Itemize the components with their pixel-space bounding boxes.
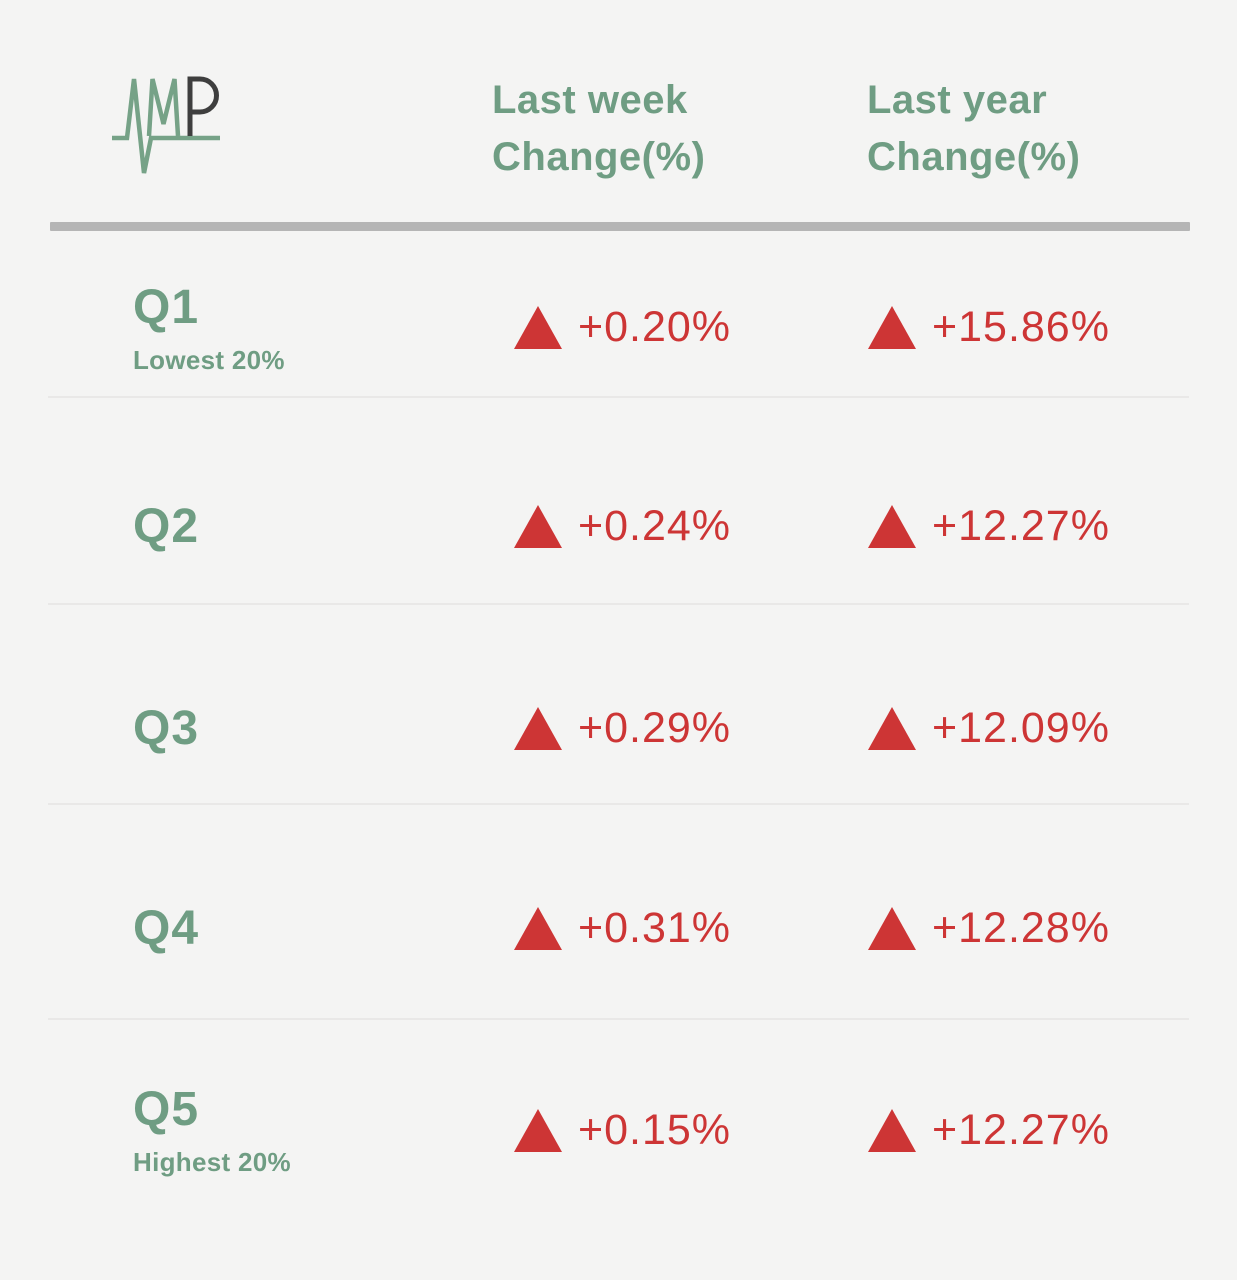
up-triangle-icon — [514, 1108, 562, 1152]
column-header-last-year: Last year Change(%) — [867, 72, 1080, 186]
header-separator-bar — [50, 222, 1190, 231]
year-change-cell: +12.28% — [818, 904, 1237, 953]
quintile-cell: Q5 Highest 20% — [0, 1082, 450, 1178]
column-header-line: Change(%) — [492, 135, 706, 180]
column-header-line: Last week — [492, 78, 688, 122]
year-change-value: +12.28% — [932, 904, 1110, 952]
week-change-cell: +0.31% — [450, 904, 818, 953]
pulse-line-icon — [112, 78, 220, 174]
table-row: Q2 +0.24% +12.27% — [0, 398, 1237, 603]
quintile-label: Q5 — [133, 1083, 200, 1136]
up-triangle-icon — [868, 505, 916, 548]
up-triangle-icon — [514, 505, 562, 548]
quintile-label: Q1 — [133, 280, 200, 334]
week-change-cell: +0.15% — [450, 1106, 818, 1155]
quintile-label: Q3 — [133, 701, 200, 755]
up-triangle-icon — [868, 907, 916, 950]
table-row: Q3 +0.29% +12.09% — [0, 605, 1237, 803]
year-change-value: +12.27% — [932, 502, 1110, 550]
year-change-value: +12.27% — [932, 1105, 1110, 1154]
week-change-value: +0.24% — [578, 502, 732, 550]
year-change-cell: +12.27% — [818, 502, 1237, 551]
up-triangle-icon — [514, 706, 562, 750]
column-header-last-week: Last week Change(%) — [492, 72, 705, 186]
up-triangle-icon — [514, 907, 562, 950]
table-row: Q4 +0.31% +12.28% — [0, 805, 1237, 1018]
quintile-label: Q4 — [133, 902, 200, 955]
quintile-cell: Q3 — [0, 701, 450, 756]
column-header-line: Last year — [867, 78, 1048, 122]
quintile-label: Q2 — [133, 500, 200, 553]
row-divider — [48, 603, 1189, 605]
up-triangle-icon — [868, 306, 916, 349]
week-change-cell: +0.24% — [450, 502, 818, 551]
up-triangle-icon — [868, 706, 916, 750]
week-change-value: +0.31% — [578, 904, 732, 952]
week-change-cell: +0.20% — [450, 303, 818, 352]
week-change-value: +0.29% — [578, 703, 732, 752]
quintile-cell: Q4 — [0, 901, 450, 956]
table-header: Last week Change(%) Last year Change(%) — [0, 0, 1237, 231]
table-row: Q1 Lowest 20% +0.20% +15.86% — [0, 231, 1237, 396]
pulse-mp-logo — [112, 76, 220, 174]
column-header-line: Change(%) — [867, 135, 1081, 180]
year-change-value: +15.86% — [932, 303, 1110, 351]
quintile-sublabel: Highest 20% — [133, 1147, 291, 1177]
table-row: Q5 Highest 20% +0.15% +12.27% — [0, 1020, 1237, 1278]
logo-letter-p — [187, 76, 219, 136]
week-change-cell: +0.29% — [450, 704, 818, 753]
quintile-cell: Q1 Lowest 20% — [0, 280, 450, 376]
row-divider — [48, 1018, 1189, 1020]
quintile-sublabel: Lowest 20% — [133, 344, 285, 375]
row-divider — [48, 396, 1189, 398]
logo-letter-m — [146, 78, 181, 137]
year-change-cell: +15.86% — [818, 303, 1237, 352]
week-change-value: +0.15% — [578, 1105, 732, 1154]
row-divider — [48, 803, 1189, 805]
week-change-value: +0.20% — [578, 303, 732, 351]
up-triangle-icon — [868, 1108, 916, 1152]
quintile-cell: Q2 — [0, 499, 450, 554]
year-change-cell: +12.09% — [818, 704, 1237, 753]
year-change-cell: +12.27% — [818, 1106, 1237, 1155]
year-change-value: +12.09% — [932, 703, 1110, 752]
up-triangle-icon — [514, 306, 562, 349]
